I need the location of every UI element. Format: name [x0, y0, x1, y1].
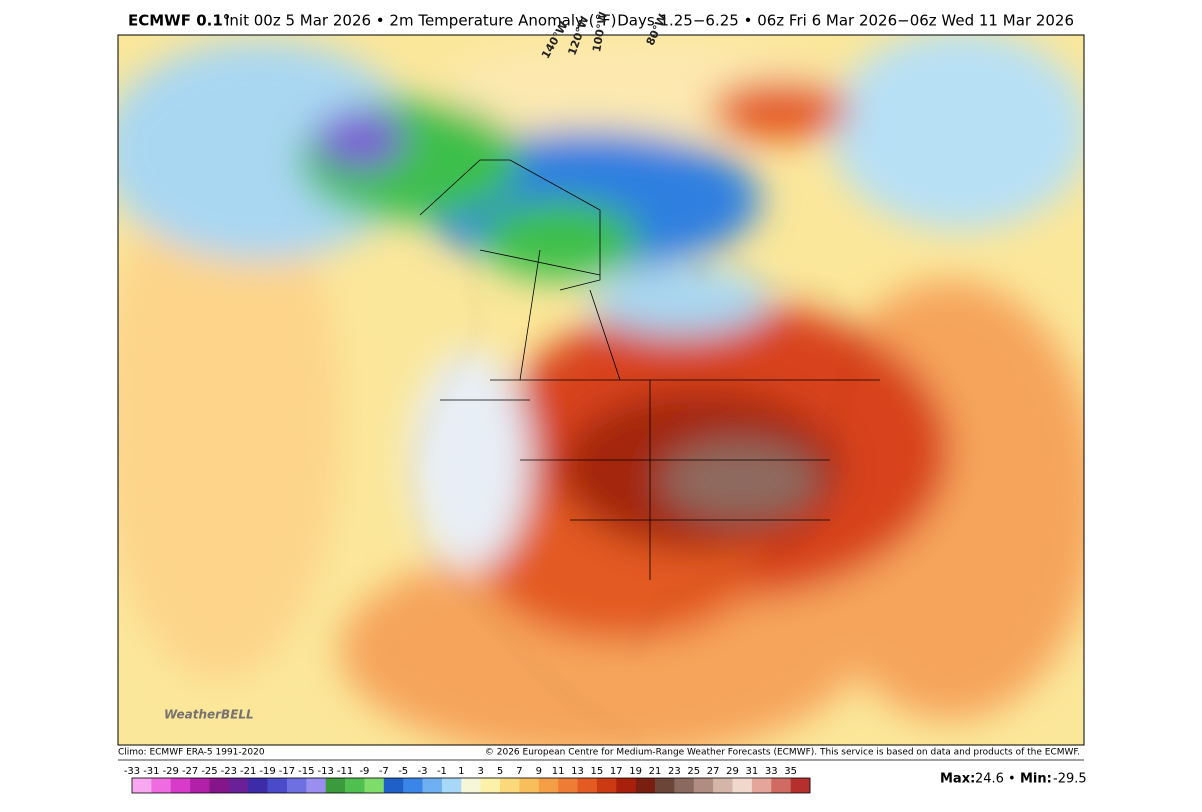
- climo-note: Climo: ECMWF ERA-5 1991-2020: [118, 748, 265, 758]
- color-swatch: [558, 778, 578, 793]
- colorbar-label: -31: [143, 766, 159, 777]
- colorbar-label: 5: [497, 766, 503, 777]
- separator: •: [1008, 772, 1016, 787]
- model: ECMWF 0.1°: [128, 12, 230, 30]
- subtitle: Init 00z 5 Mar 2026 • 2m Temperature Ano…: [225, 12, 617, 30]
- colorbar-label: 15: [591, 766, 604, 777]
- color-swatch: [345, 778, 365, 793]
- colorbar-label: -17: [279, 766, 295, 777]
- colorbar-label: 17: [610, 766, 623, 777]
- color-swatch: [228, 778, 249, 793]
- color-swatch: [751, 778, 772, 793]
- color-swatch: [519, 778, 540, 793]
- colorbar-label: -5: [398, 766, 408, 777]
- color-swatch: [267, 778, 288, 793]
- colorbar-label: 3: [477, 766, 483, 777]
- colorbar-label: 27: [707, 766, 720, 777]
- colorbar-label: -13: [318, 766, 334, 777]
- colorbar-label: -25: [201, 766, 217, 777]
- color-swatch: [480, 778, 501, 793]
- color-swatch: [635, 778, 656, 793]
- color-swatch: [693, 778, 714, 793]
- colorbar-label: -21: [240, 766, 256, 777]
- max-value: 24.6: [975, 772, 1004, 787]
- colorbar-label: 31: [746, 766, 759, 777]
- colorbar-label: -9: [359, 766, 369, 777]
- min-value: -29.5: [1053, 772, 1087, 787]
- color-swatch: [771, 778, 791, 793]
- colorbar-label: -33: [124, 766, 140, 777]
- color-swatch: [577, 778, 598, 793]
- color-swatch: [655, 778, 675, 793]
- colorbar-label: 33: [765, 766, 778, 777]
- credit: © 2026 European Centre for Medium-Range …: [485, 748, 1080, 758]
- valid-time: Days 1.25−6.25 • 06z Fri 6 Mar 2026−06z …: [617, 12, 1074, 30]
- color-swatch: [248, 778, 268, 793]
- colorbar-label: 13: [571, 766, 584, 777]
- color-swatch: [441, 778, 462, 793]
- color-swatch: [403, 778, 423, 793]
- colorbar-label: 19: [629, 766, 642, 777]
- colorbar-label: -1: [437, 766, 447, 777]
- colorbar-label: 23: [668, 766, 681, 777]
- colorbar-label: 25: [687, 766, 700, 777]
- colorbar-label: 35: [784, 766, 797, 777]
- colorbar-label: 9: [536, 766, 542, 777]
- colorbar-label: -7: [379, 766, 389, 777]
- color-swatch: [325, 778, 346, 793]
- color-swatch: [500, 778, 520, 793]
- color-swatch: [286, 778, 307, 793]
- color-swatch: [596, 778, 617, 793]
- color-swatch: [616, 778, 636, 793]
- color-swatch: [209, 778, 230, 793]
- colorbar-frame: [131, 777, 811, 794]
- color-swatch: [151, 778, 172, 793]
- colorbar-label: -3: [418, 766, 428, 777]
- colorbar-label: -19: [259, 766, 275, 777]
- color-swatch: [170, 778, 191, 793]
- colorbar-label: -29: [163, 766, 179, 777]
- colorbar-label: -15: [298, 766, 314, 777]
- color-swatch: [461, 778, 481, 793]
- colorbar-label: -11: [337, 766, 353, 777]
- logo: WeatherBELL: [164, 708, 254, 722]
- color-swatch: [132, 778, 152, 793]
- color-swatch: [538, 778, 559, 793]
- color-swatch: [364, 778, 385, 793]
- color-swatch: [674, 778, 695, 793]
- colorbar-label: -23: [221, 766, 237, 777]
- map-frame: [117, 34, 1085, 746]
- color-swatch: [383, 778, 404, 793]
- colorbar-label: 7: [516, 766, 522, 777]
- color-swatch: [732, 778, 753, 793]
- color-swatch: [190, 778, 210, 793]
- max-label: Max:: [940, 772, 975, 787]
- colorbar-label: 1: [458, 766, 464, 777]
- map: [118, 35, 1084, 745]
- color-swatch: [306, 778, 327, 793]
- colorbar-label: -27: [182, 766, 198, 777]
- color-swatch: [422, 778, 443, 793]
- colorbar-label: 11: [552, 766, 565, 777]
- colorbar-label: 29: [726, 766, 739, 777]
- min-label: Min:: [1020, 772, 1052, 787]
- color-swatch: [790, 778, 811, 793]
- color-swatch: [713, 778, 733, 793]
- colorbar-label: 21: [649, 766, 662, 777]
